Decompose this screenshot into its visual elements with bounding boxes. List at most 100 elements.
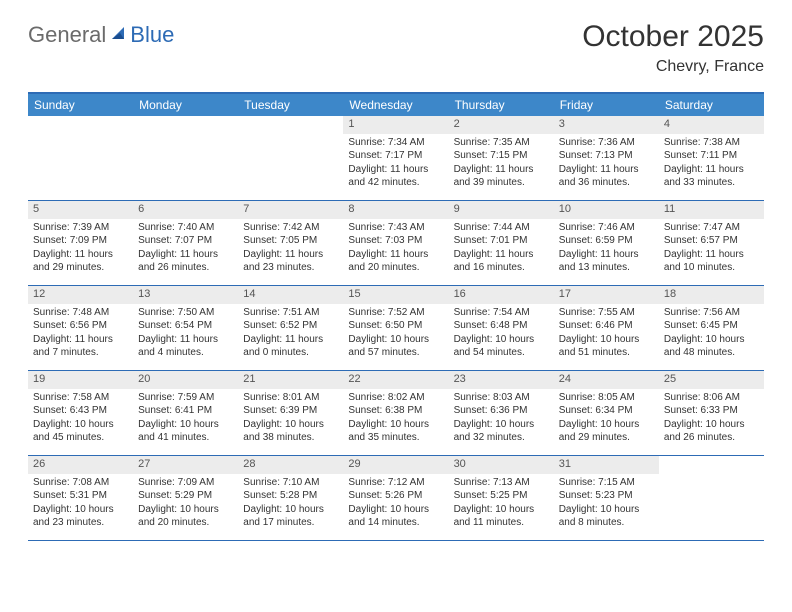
day-body: Sunrise: 8:03 AMSunset: 6:36 PMDaylight:…: [449, 391, 554, 450]
day-number: 27: [133, 456, 238, 474]
daylight-text: and 17 minutes.: [243, 517, 338, 530]
sunset-text: Sunset: 7:01 PM: [454, 235, 549, 248]
week-row: 26Sunrise: 7:08 AMSunset: 5:31 PMDayligh…: [28, 456, 764, 541]
sunrise-text: Sunrise: 7:38 AM: [664, 137, 759, 150]
sunrise-text: Sunrise: 7:51 AM: [243, 307, 338, 320]
day-body: Sunrise: 7:54 AMSunset: 6:48 PMDaylight:…: [449, 306, 554, 365]
daylight-text: and 20 minutes.: [348, 262, 443, 275]
daylight-text: Daylight: 10 hours: [664, 334, 759, 347]
sunrise-text: Sunrise: 7:44 AM: [454, 222, 549, 235]
week-row: 5Sunrise: 7:39 AMSunset: 7:09 PMDaylight…: [28, 201, 764, 286]
day-body: Sunrise: 7:15 AMSunset: 5:23 PMDaylight:…: [554, 476, 659, 535]
daylight-text: Daylight: 10 hours: [454, 419, 549, 432]
day-number: 6: [133, 201, 238, 219]
daylight-text: Daylight: 11 hours: [559, 249, 654, 262]
day-header: Sunday: [28, 94, 133, 116]
daylight-text: and 29 minutes.: [559, 432, 654, 445]
sunrise-text: Sunrise: 7:35 AM: [454, 137, 549, 150]
day-body: Sunrise: 7:38 AMSunset: 7:11 PMDaylight:…: [659, 136, 764, 195]
title-block: October 2025 Chevry, France: [582, 20, 764, 76]
day-cell: 25Sunrise: 8:06 AMSunset: 6:33 PMDayligh…: [659, 371, 764, 455]
sunset-text: Sunset: 7:13 PM: [559, 150, 654, 163]
day-number: 24: [554, 371, 659, 389]
daylight-text: and 48 minutes.: [664, 347, 759, 360]
header: General Blue October 2025 Chevry, France: [28, 20, 764, 76]
month-title: October 2025: [582, 20, 764, 54]
day-number: 3: [554, 116, 659, 134]
week-row: 19Sunrise: 7:58 AMSunset: 6:43 PMDayligh…: [28, 371, 764, 456]
daylight-text: Daylight: 10 hours: [454, 334, 549, 347]
sunrise-text: Sunrise: 7:40 AM: [138, 222, 233, 235]
sunset-text: Sunset: 6:36 PM: [454, 405, 549, 418]
daylight-text: Daylight: 10 hours: [664, 419, 759, 432]
day-number: 5: [28, 201, 133, 219]
sunrise-text: Sunrise: 7:36 AM: [559, 137, 654, 150]
daylight-text: Daylight: 11 hours: [348, 249, 443, 262]
day-body: Sunrise: 8:05 AMSunset: 6:34 PMDaylight:…: [554, 391, 659, 450]
sunrise-text: Sunrise: 7:58 AM: [33, 392, 128, 405]
day-body: Sunrise: 8:01 AMSunset: 6:39 PMDaylight:…: [238, 391, 343, 450]
day-number: 7: [238, 201, 343, 219]
sunset-text: Sunset: 7:05 PM: [243, 235, 338, 248]
daylight-text: and 42 minutes.: [348, 177, 443, 190]
day-cell: [133, 116, 238, 200]
day-number: 9: [449, 201, 554, 219]
day-cell: 23 Sunrise: 8:03 AMSunset: 6:36 PMDayligh…: [449, 371, 554, 455]
day-number: 1: [343, 116, 448, 134]
day-number: 15: [343, 286, 448, 304]
day-body: Sunrise: 7:10 AMSunset: 5:28 PMDaylight:…: [238, 476, 343, 535]
sunrise-text: Sunrise: 7:13 AM: [454, 477, 549, 490]
daylight-text: and 0 minutes.: [243, 347, 338, 360]
daylight-text: Daylight: 11 hours: [559, 164, 654, 177]
day-body: Sunrise: 7:40 AMSunset: 7:07 PMDaylight:…: [133, 221, 238, 280]
day-cell: 11Sunrise: 7:47 AMSunset: 6:57 PMDayligh…: [659, 201, 764, 285]
daylight-text: and 45 minutes.: [33, 432, 128, 445]
day-cell: 3 Sunrise: 7:36 AMSunset: 7:13 PMDaylight…: [554, 116, 659, 200]
day-body: Sunrise: 7:12 AMSunset: 5:26 PMDaylight:…: [343, 476, 448, 535]
sunset-text: Sunset: 5:28 PM: [243, 490, 338, 503]
day-cell: [238, 116, 343, 200]
daylight-text: Daylight: 11 hours: [664, 164, 759, 177]
daylight-text: Daylight: 10 hours: [348, 419, 443, 432]
sunset-text: Sunset: 6:45 PM: [664, 320, 759, 333]
daylight-text: Daylight: 10 hours: [243, 419, 338, 432]
sunrise-text: Sunrise: 7:09 AM: [138, 477, 233, 490]
day-cell: 27Sunrise: 7:09 AMSunset: 5:29 PMDayligh…: [133, 456, 238, 540]
day-number: 30: [449, 456, 554, 474]
day-header: Tuesday: [238, 94, 343, 116]
sunset-text: Sunset: 6:57 PM: [664, 235, 759, 248]
daylight-text: and 54 minutes.: [454, 347, 549, 360]
sunset-text: Sunset: 7:17 PM: [348, 150, 443, 163]
sunset-text: Sunset: 5:25 PM: [454, 490, 549, 503]
day-number: 23: [449, 371, 554, 389]
day-number: 12: [28, 286, 133, 304]
sunrise-text: Sunrise: 7:43 AM: [348, 222, 443, 235]
logo-text-general: General: [28, 22, 106, 48]
daylight-text: Daylight: 10 hours: [559, 334, 654, 347]
daylight-text: and 38 minutes.: [243, 432, 338, 445]
daylight-text: and 23 minutes.: [33, 517, 128, 530]
day-cell: 9Sunrise: 7:44 AMSunset: 7:01 PMDaylight…: [449, 201, 554, 285]
day-number: 16: [449, 286, 554, 304]
sunrise-text: Sunrise: 7:54 AM: [454, 307, 549, 320]
sunset-text: Sunset: 6:48 PM: [454, 320, 549, 333]
day-body: Sunrise: 7:34 AMSunset: 7:17 PMDaylight:…: [343, 136, 448, 195]
day-cell: 31Sunrise: 7:15 AMSunset: 5:23 PMDayligh…: [554, 456, 659, 540]
day-cell: 7Sunrise: 7:42 AMSunset: 7:05 PMDaylight…: [238, 201, 343, 285]
sunrise-text: Sunrise: 7:52 AM: [348, 307, 443, 320]
sunset-text: Sunset: 6:50 PM: [348, 320, 443, 333]
day-cell: 8Sunrise: 7:43 AMSunset: 7:03 PMDaylight…: [343, 201, 448, 285]
sunrise-text: Sunrise: 7:10 AM: [243, 477, 338, 490]
sunset-text: Sunset: 6:56 PM: [33, 320, 128, 333]
day-cell: 22Sunrise: 8:02 AMSunset: 6:38 PMDayligh…: [343, 371, 448, 455]
daylight-text: Daylight: 11 hours: [454, 164, 549, 177]
day-cell: 29Sunrise: 7:12 AMSunset: 5:26 PMDayligh…: [343, 456, 448, 540]
day-number: 2: [449, 116, 554, 134]
day-number: 14: [238, 286, 343, 304]
sunset-text: Sunset: 5:31 PM: [33, 490, 128, 503]
daylight-text: Daylight: 11 hours: [138, 249, 233, 262]
day-number: 17: [554, 286, 659, 304]
day-body: Sunrise: 7:50 AMSunset: 6:54 PMDaylight:…: [133, 306, 238, 365]
daylight-text: Daylight: 11 hours: [664, 249, 759, 262]
sunset-text: Sunset: 6:38 PM: [348, 405, 443, 418]
